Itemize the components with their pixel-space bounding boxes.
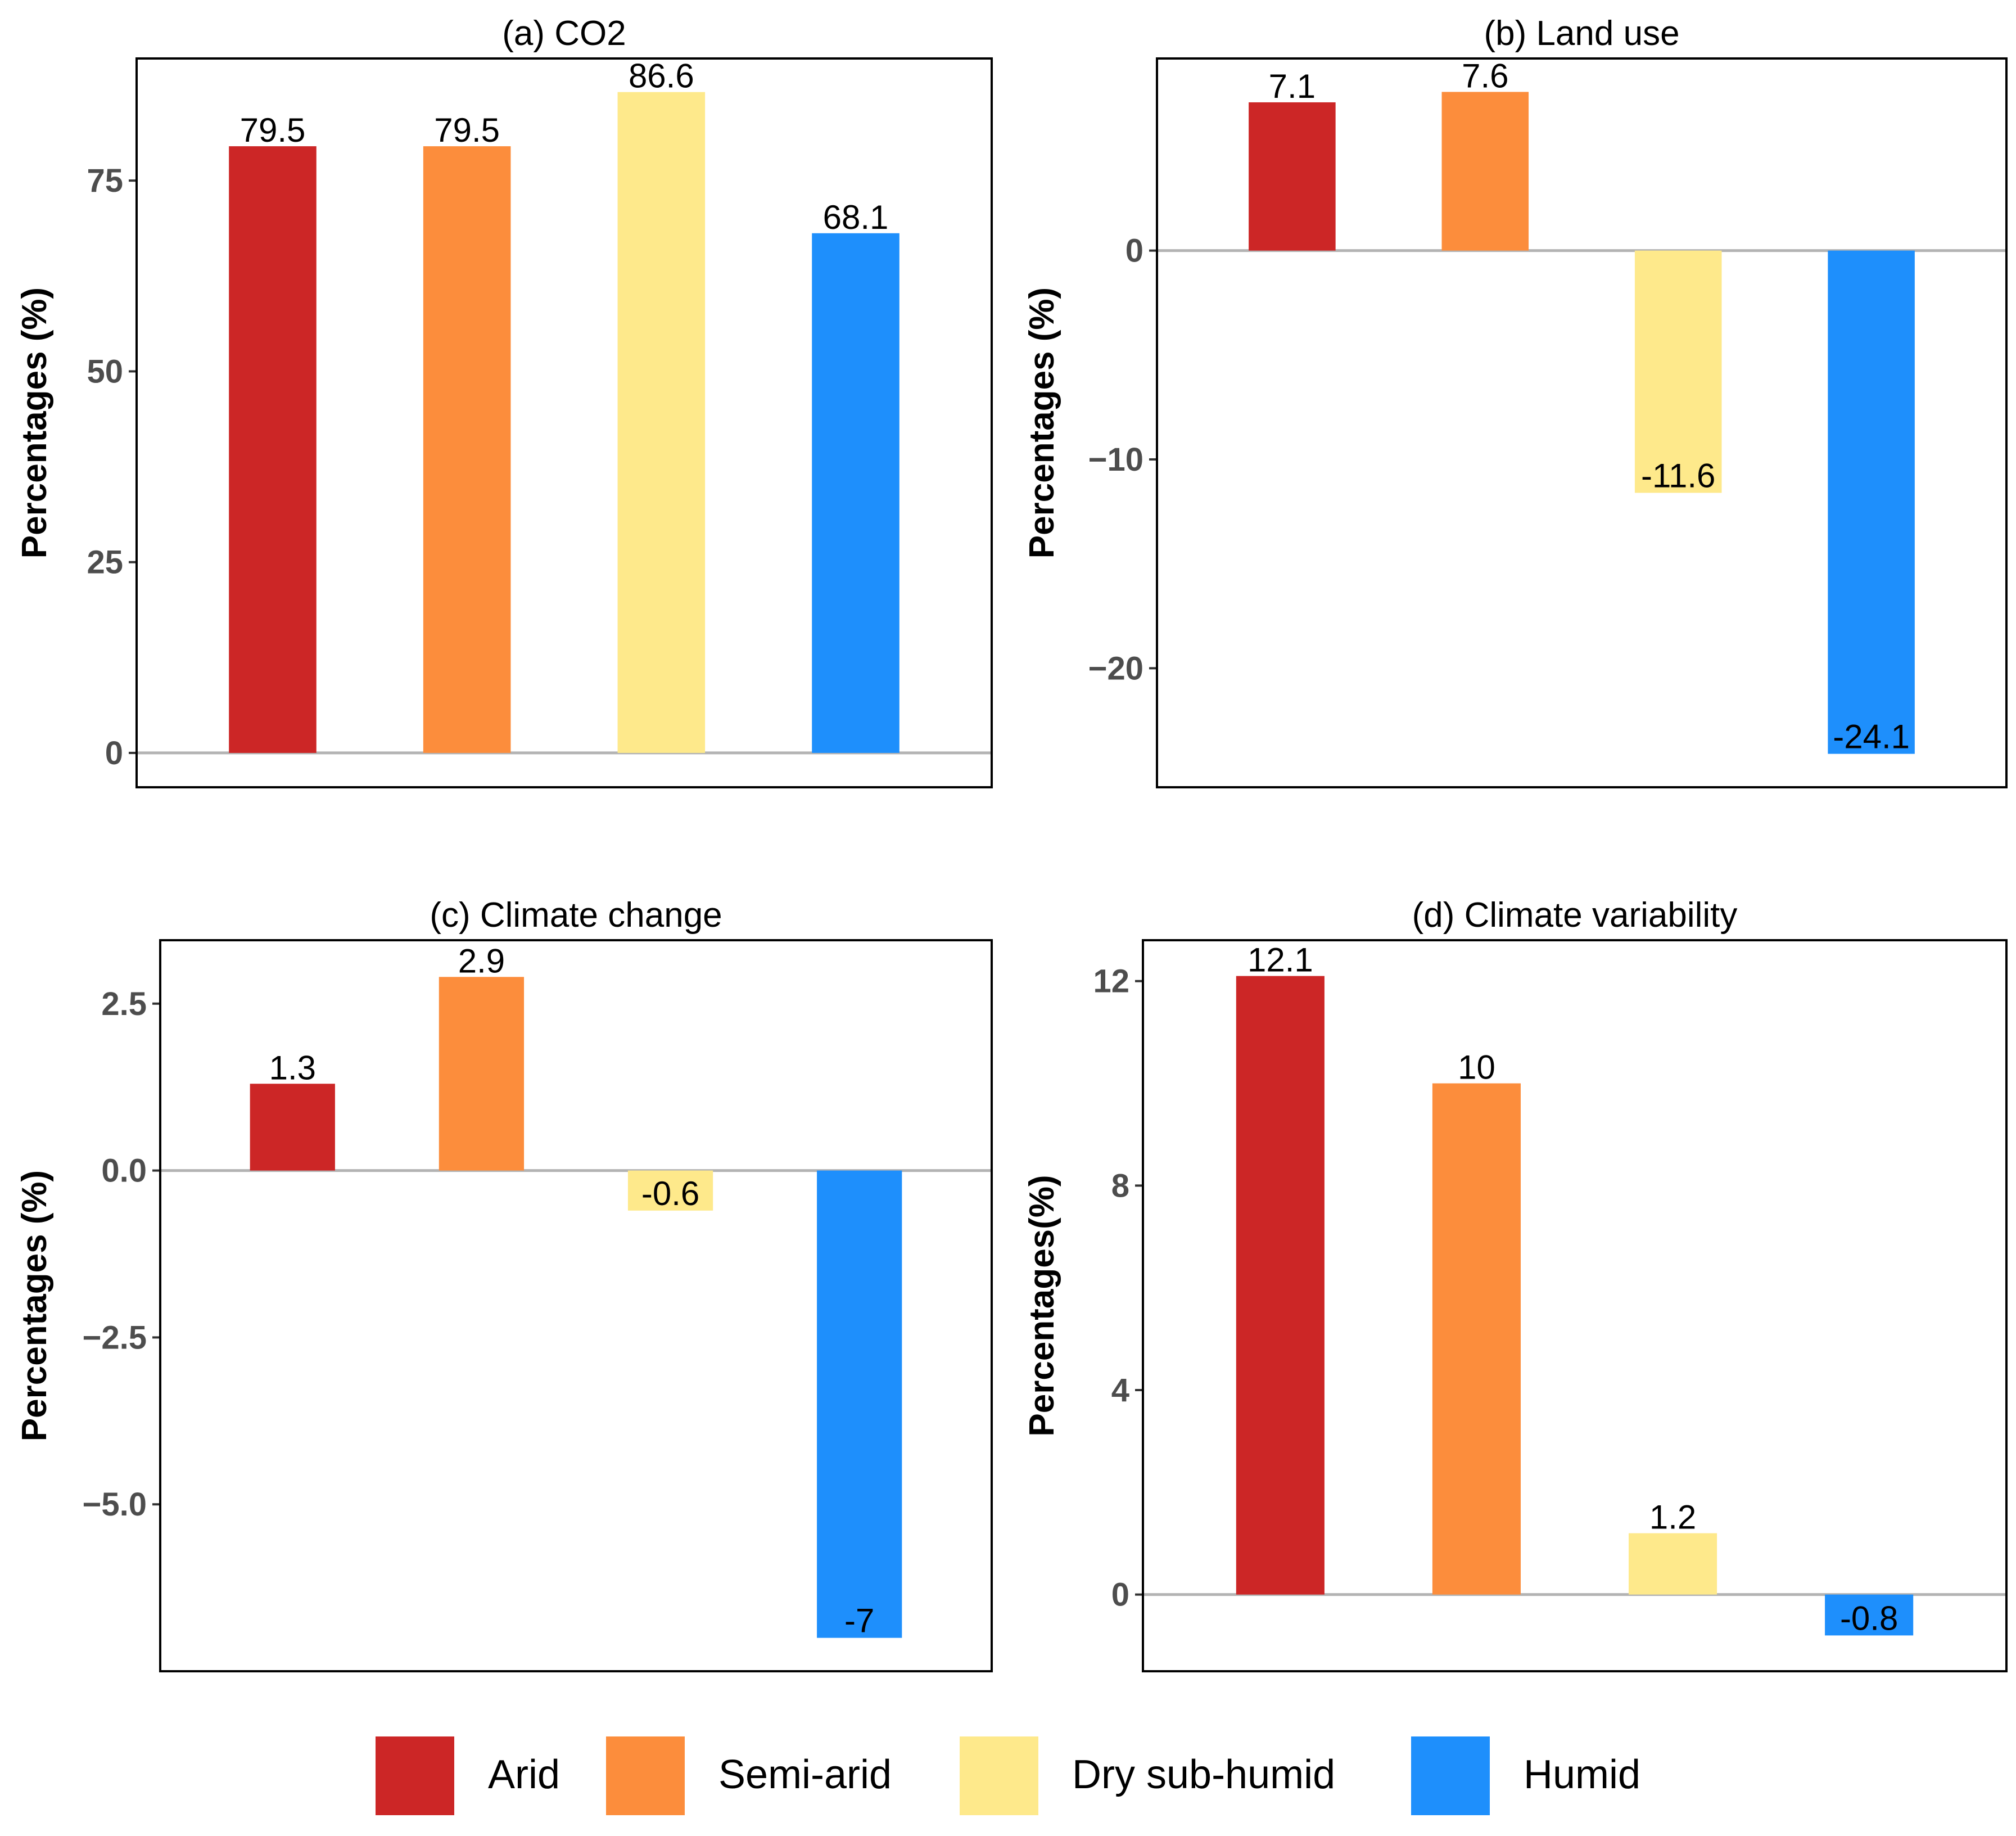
y-tick-label: 12 xyxy=(1093,963,1129,1000)
bar-value-label: 7.6 xyxy=(1462,57,1508,94)
legend-label-dry-sub-humid: Dry sub-humid xyxy=(1072,1752,1335,1797)
bar-humid xyxy=(817,1170,902,1638)
bar-arid xyxy=(1236,976,1325,1595)
y-tick-label: 75 xyxy=(87,163,123,199)
bar-value-label: 10 xyxy=(1458,1049,1495,1086)
legend-swatch-humid xyxy=(1411,1736,1490,1815)
panel-frame xyxy=(1142,939,2008,1672)
y-tick-label: 2.5 xyxy=(101,986,147,1022)
bar-value-label: -0.8 xyxy=(1840,1599,1898,1637)
panel-3: (c) Climate change Percentages (%) −5.0 −2.… xyxy=(15,896,993,1672)
y-tick-label: 0 xyxy=(105,735,123,772)
bar-semi-arid xyxy=(423,146,511,753)
bar-value-label: 2.9 xyxy=(458,942,505,980)
legend-label-semi-arid: Semi-arid xyxy=(718,1752,892,1797)
panel-frame xyxy=(1156,57,2008,788)
bar-dry-sub-humid xyxy=(617,92,706,753)
bar-value-label: 1.2 xyxy=(1649,1499,1696,1536)
bar-semi-arid xyxy=(1441,92,1529,251)
panel-1: (a) CO2 Percentages (%) 0 25 50 75 79.5 79.5 86.… xyxy=(15,14,993,788)
bar-semi-arid xyxy=(1432,1083,1521,1595)
bar-humid xyxy=(1825,1594,1914,1636)
bar-value-label: -0.6 xyxy=(641,1175,699,1212)
bar-value-label: -24.1 xyxy=(1833,718,1910,756)
bar-humid xyxy=(812,233,899,753)
bar-value-label: 1.3 xyxy=(269,1049,316,1086)
bar-value-label: 7.1 xyxy=(1269,67,1316,105)
bar-dry-sub-humid xyxy=(627,1170,713,1211)
y-tick-label: 8 xyxy=(1111,1167,1129,1204)
y-tick-label: −2.5 xyxy=(83,1319,147,1356)
y-tick-label: −5.0 xyxy=(83,1486,147,1523)
y-tick-label: 25 xyxy=(87,544,123,581)
legend-label-arid: Arid xyxy=(488,1752,560,1797)
bar-humid xyxy=(1828,250,1915,754)
panel-2: (b) Land use Percentages (%) −20 −10 0 7.1 7.6… xyxy=(1023,14,2008,788)
legend-swatch-dry-sub-humid xyxy=(960,1736,1038,1815)
panel-title: (c) Climate change xyxy=(430,896,722,935)
y-tick-label: −10 xyxy=(1088,441,1143,478)
legend-label-humid: Humid xyxy=(1524,1752,1640,1797)
y-tick-label: 0.0 xyxy=(101,1153,147,1189)
y-axis-label: Percentages (%) xyxy=(15,1170,54,1441)
bar-arid xyxy=(250,1084,335,1171)
bar-value-label: 79.5 xyxy=(240,111,306,149)
y-tick-label: 0 xyxy=(1111,1577,1129,1613)
panel-frame xyxy=(135,57,993,788)
bar-arid xyxy=(1249,102,1336,251)
y-axis-label: Percentages(%) xyxy=(1023,1175,1061,1436)
y-tick-label: 0 xyxy=(1125,233,1143,269)
panel-frame xyxy=(159,939,993,1672)
bar-dry-sub-humid xyxy=(1634,250,1722,493)
y-tick-label: −20 xyxy=(1088,650,1143,687)
y-axis-label: Percentages (%) xyxy=(15,287,54,558)
panel-title: (b) Land use xyxy=(1484,14,1679,53)
y-tick-label: 50 xyxy=(87,353,123,390)
bar-value-label: 68.1 xyxy=(823,199,889,236)
panels: (a) CO2 Percentages (%) 0 25 50 75 79.5 79.5 86.… xyxy=(15,14,2008,1672)
y-axis-label: Percentages (%) xyxy=(1023,287,1061,558)
panel-4: (d) Climate variability Percentages(%) 0 4 8… xyxy=(1023,896,2008,1672)
legend: Arid Semi-arid Dry sub-humid Humid xyxy=(376,1736,1640,1815)
panel-title: (a) CO2 xyxy=(502,14,626,53)
bar-dry-sub-humid xyxy=(1629,1533,1717,1595)
panel-title: (d) Climate variability xyxy=(1412,896,1738,935)
legend-swatch-arid xyxy=(376,1736,454,1815)
bar-value-label: -11.6 xyxy=(1641,457,1715,494)
bar-semi-arid xyxy=(439,977,525,1171)
bar-value-label: -7 xyxy=(844,1602,874,1640)
bar-value-label: 79.5 xyxy=(434,111,500,149)
bar-value-label: 86.6 xyxy=(629,57,694,95)
bar-arid xyxy=(229,146,317,753)
legend-swatch-semi-arid xyxy=(606,1736,685,1815)
y-tick-label: 4 xyxy=(1111,1372,1129,1409)
bar-value-label: 12.1 xyxy=(1247,941,1313,979)
